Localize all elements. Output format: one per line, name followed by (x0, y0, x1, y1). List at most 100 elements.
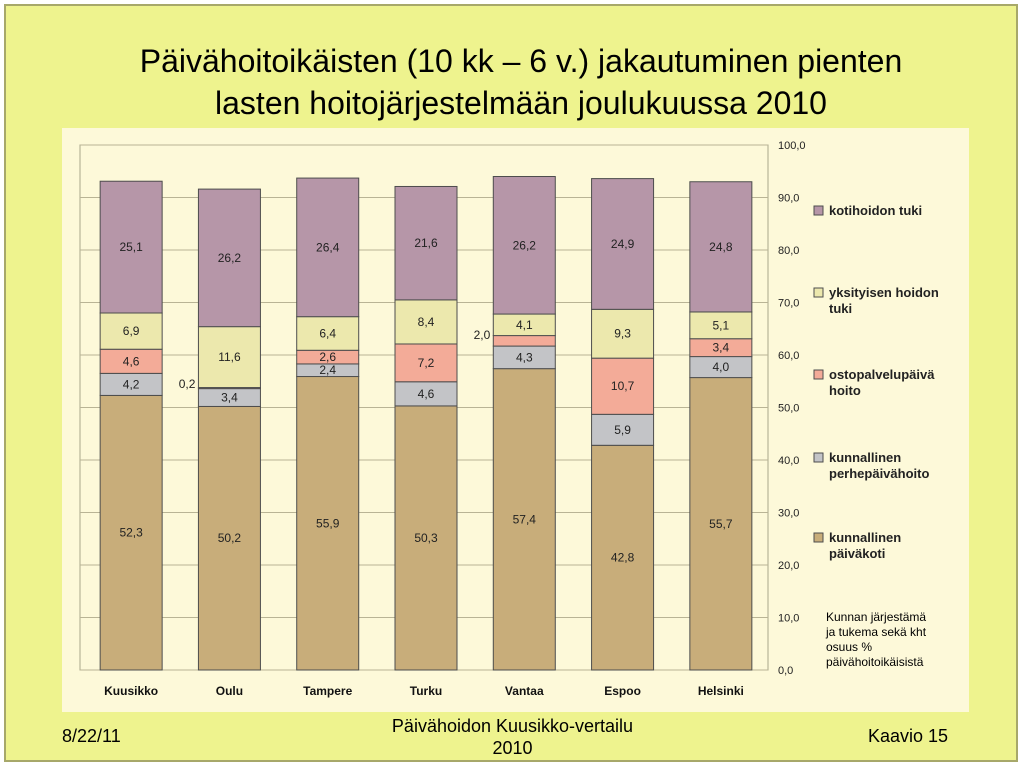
bar-segment (296, 376, 360, 671)
data-label: 6,4 (319, 326, 336, 340)
data-label: 26,4 (316, 240, 340, 254)
y-tick-label: 40,0 (778, 455, 799, 467)
footer-slide-number: Kaavio 15 (868, 726, 949, 746)
stacked-bar-chart: 0,0 10,0 20,0 30,0 40,0 50,0 60,0 70,0 80,0 90,0 1… (79, 140, 939, 698)
data-label: 7,2 (418, 356, 435, 370)
bar-segment (99, 394, 163, 671)
legend-label: kunnallinen (829, 450, 901, 465)
y-tick-label: 20,0 (778, 560, 799, 572)
data-label: 4,2 (123, 377, 140, 391)
bar-segment (492, 368, 556, 671)
legend-label: hoito (829, 383, 861, 398)
y-tick-label: 10,0 (778, 613, 799, 625)
bar-segment (296, 177, 360, 318)
legend-label: tuki (829, 301, 852, 316)
data-label: 4,6 (418, 387, 435, 401)
data-label: 52,3 (119, 526, 143, 540)
data-label: 55,7 (709, 517, 733, 531)
data-label: 4,1 (516, 318, 533, 332)
note-line: Kunnan järjestämä (826, 610, 927, 624)
chart-note: Kunnan järjestämä ja tukema sekä kht osu… (826, 610, 966, 670)
data-label: 8,4 (418, 315, 435, 329)
legend-swatch (813, 452, 824, 463)
bar-segment (197, 326, 261, 389)
data-label: 3,4 (221, 391, 238, 405)
data-label: 2,6 (319, 350, 336, 364)
legend-swatch (813, 532, 824, 543)
legend-label: perhepäivähoito (829, 466, 929, 481)
bar-segment (99, 180, 163, 314)
legend-label: kunnallinen (829, 530, 901, 545)
x-tick-label: Helsinki (698, 684, 744, 698)
data-label: 4,3 (516, 350, 533, 364)
data-label: 24,9 (611, 237, 635, 251)
data-label: 24,8 (709, 240, 733, 254)
x-tick-label: Turku (410, 684, 442, 698)
bar-segment (99, 348, 163, 374)
data-label: 50,2 (218, 531, 242, 545)
legend-label: kotihoidon tuki (829, 203, 922, 218)
data-label: 50,3 (414, 531, 438, 545)
data-label: 25,1 (119, 240, 143, 254)
data-label: 10,7 (611, 379, 635, 393)
bar-segment (394, 185, 458, 301)
y-tick-label: 100,0 (778, 140, 806, 152)
data-label: 5,9 (614, 423, 631, 437)
bar-segment (197, 405, 261, 671)
data-label: 0,2 (179, 377, 196, 391)
data-label: 2,4 (319, 363, 336, 377)
data-label: 26,2 (513, 238, 537, 252)
footer-center-line-2: 2010 (492, 738, 533, 758)
slide-title: Päivähoitoikäisten (10 kk – 6 v.) jakaut… (66, 40, 976, 124)
bar-segment (492, 176, 556, 315)
data-label: 26,2 (218, 251, 242, 265)
x-tick-label: Oulu (216, 684, 243, 698)
legend-label: ostopalvelupäivä (829, 367, 935, 382)
title-line-2: lasten hoitojärjestelmään joulukuussa 20… (215, 85, 827, 121)
x-tick-label: Vantaa (505, 684, 544, 698)
bar-segment (394, 381, 458, 407)
bar-segment (197, 188, 261, 328)
data-label: 11,6 (218, 350, 241, 364)
legend-swatch (813, 369, 824, 380)
y-tick-label: 60,0 (778, 350, 799, 362)
bar-segment (689, 181, 753, 313)
bar-segment (591, 413, 655, 446)
bar-segment (99, 312, 163, 350)
legend-label: päiväkoti (829, 546, 885, 561)
bar-segment (591, 357, 655, 415)
y-tick-label: 80,0 (778, 245, 799, 257)
y-tick-label: 90,0 (778, 193, 799, 205)
legend-swatch (813, 287, 824, 298)
data-label: 5,1 (713, 318, 730, 332)
legend-swatch (813, 205, 824, 216)
legend-label: yksityisen hoidon (829, 285, 939, 300)
x-tick-label: Tampere (303, 684, 352, 698)
y-tick-label: 70,0 (778, 298, 799, 310)
bar-segment (591, 308, 655, 359)
data-label: 57,4 (513, 512, 537, 526)
bar-segment (591, 178, 655, 310)
data-label: 2,0 (474, 328, 491, 342)
data-label: 55,9 (316, 516, 340, 530)
data-label: 4,6 (123, 354, 140, 368)
y-tick-label: 30,0 (778, 508, 799, 520)
y-tick-label: 50,0 (778, 403, 799, 415)
data-label: 9,3 (614, 327, 631, 341)
chart-area: 0,0 10,0 20,0 30,0 40,0 50,0 60,0 70,0 80,0 90,0 1… (62, 128, 969, 712)
data-label: 21,6 (414, 236, 438, 250)
bar-segment (689, 377, 753, 671)
y-tick-label: 0,0 (778, 665, 793, 677)
bar-segment (296, 316, 360, 351)
bar-segment (492, 335, 556, 347)
note-line: ja tukema sekä kht (826, 625, 927, 639)
note-line: osuus % (826, 640, 873, 654)
footer-center: Päivähoidon Kuusikko-vertailu 2010 (370, 715, 655, 759)
x-tick-label: Kuusikko (104, 684, 158, 698)
bar-segment (394, 343, 458, 383)
bar-segment (394, 299, 458, 345)
data-label: 4,0 (713, 360, 730, 374)
data-label: 6,9 (123, 324, 140, 338)
footer-center-line-1: Päivähoidon Kuusikko-vertailu (391, 716, 634, 736)
x-tick-label: Espoo (604, 684, 641, 698)
